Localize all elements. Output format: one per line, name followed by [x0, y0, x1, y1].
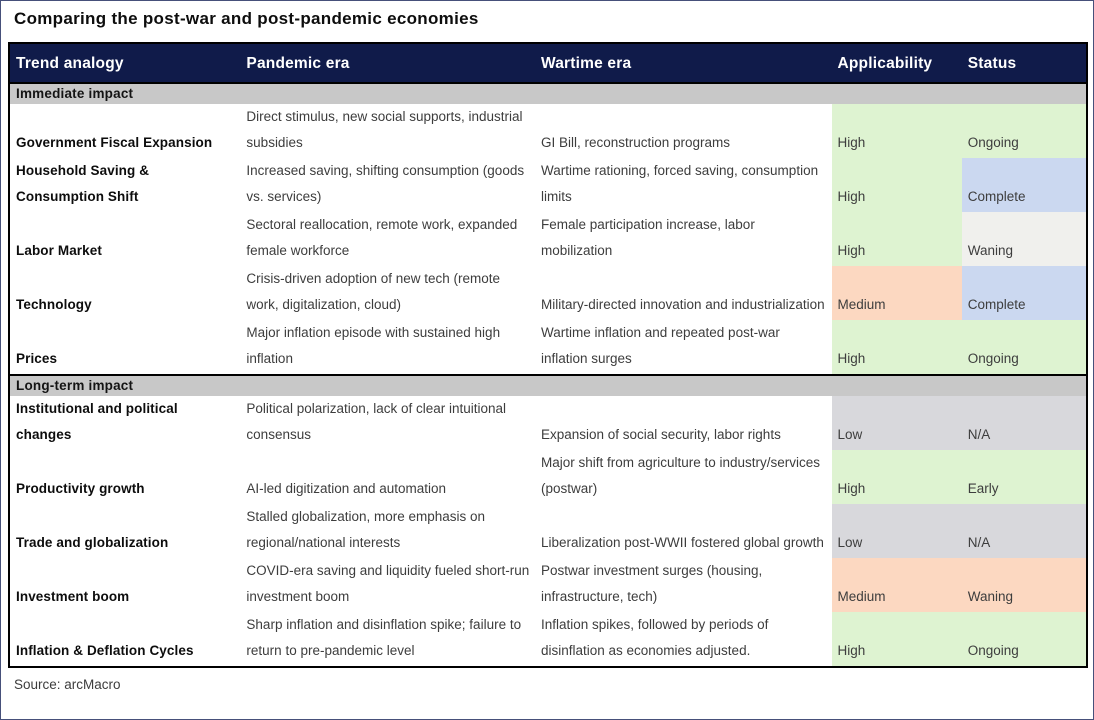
- col-header-pandemic-era: Pandemic era: [240, 43, 535, 83]
- table-row: Institutional and political changes Polit…: [9, 396, 1087, 450]
- pandemic-cell: Sharp inflation and disinflation spike; …: [246, 617, 522, 658]
- col-header-applicability: Applicability: [831, 43, 962, 83]
- trend-cell: Institutional and political changes: [16, 401, 178, 442]
- status-cell: Ongoing: [961, 612, 1087, 667]
- trend-cell: Household Saving & Consumption Shift: [16, 163, 150, 204]
- applicability-cell: High: [831, 158, 962, 212]
- table-row: Productivity growth AI-led digitization a…: [9, 450, 1087, 504]
- trend-cell: Prices: [16, 350, 58, 366]
- wartime-cell: Wartime inflation and repeated post-war …: [540, 325, 780, 366]
- table-row: Inflation & Deflation Cycles Sharp inflat…: [9, 612, 1087, 667]
- status-cell: Ongoing: [961, 320, 1087, 375]
- applicability-cell: Medium: [831, 266, 962, 320]
- wartime-cell: Postwar investment surges (housing, infr…: [540, 563, 763, 604]
- trend-cell: Technology: [16, 296, 92, 312]
- trend-cell: Inflation & Deflation Cycles: [16, 642, 194, 658]
- pandemic-cell: AI-led digitization and automation: [246, 480, 447, 496]
- wartime-cell: Wartime rationing, forced saving, consum…: [540, 163, 819, 204]
- wartime-cell: Expansion of social security, labor righ…: [540, 426, 781, 442]
- wartime-cell: Inflation spikes, followed by periods of…: [540, 617, 769, 658]
- trend-cell: Productivity growth: [16, 480, 145, 496]
- table-row: Household Saving & Consumption Shift Incr…: [9, 158, 1087, 212]
- trend-cell: Trade and globalization: [16, 534, 169, 550]
- pandemic-cell: Major inflation episode with sustained h…: [246, 325, 501, 366]
- section-row: Immediate impact: [9, 82, 1087, 104]
- pandemic-cell: Sectoral reallocation, remote work, expa…: [246, 217, 518, 258]
- table-row: Trade and globalization Stalled globaliza…: [9, 504, 1087, 558]
- applicability-cell: High: [831, 450, 962, 504]
- applicability-cell: High: [831, 612, 962, 667]
- status-cell: Complete: [961, 266, 1087, 320]
- wartime-cell: GI Bill, reconstruction programs: [540, 134, 731, 150]
- wartime-cell: Female participation increase, labor mob…: [540, 217, 755, 258]
- pandemic-cell: Stalled globalization, more emphasis on …: [246, 509, 486, 550]
- trend-cell: Government Fiscal Expansion: [16, 134, 213, 150]
- section-row: Long-term impact: [9, 374, 1087, 396]
- status-cell: Ongoing: [961, 104, 1087, 158]
- col-header-status: Status: [961, 43, 1087, 83]
- trend-cell: Labor Market: [16, 242, 102, 258]
- pandemic-cell: COVID-era saving and liquidity fueled sh…: [246, 563, 530, 604]
- applicability-cell: High: [831, 104, 962, 158]
- pandemic-cell: Crisis-driven adoption of new tech (remo…: [246, 271, 501, 312]
- pandemic-cell: Direct stimulus, new social supports, in…: [246, 109, 523, 150]
- status-cell: Waning: [961, 558, 1087, 612]
- wartime-cell: Liberalization post-WWII fostered global…: [540, 534, 824, 550]
- wartime-cell: Major shift from agriculture to industry…: [540, 455, 821, 496]
- figure-title: Comparing the post-war and post-pandemic…: [14, 9, 479, 28]
- table-row: Government Fiscal Expansion Direct stimul…: [9, 104, 1087, 158]
- status-cell: Waning: [961, 212, 1087, 266]
- applicability-cell: Medium: [831, 558, 962, 612]
- table-row: Prices Major inflation episode with susta…: [9, 320, 1087, 375]
- status-cell: Complete: [961, 158, 1087, 212]
- col-header-trend-analogy: Trend analogy: [9, 43, 241, 83]
- pandemic-cell: Increased saving, shifting consumption (…: [246, 163, 525, 204]
- status-cell: N/A: [961, 504, 1087, 558]
- applicability-cell: Low: [831, 504, 962, 558]
- trend-cell: Investment boom: [16, 588, 130, 604]
- col-header-wartime-era: Wartime era: [534, 43, 832, 83]
- applicability-cell: High: [831, 212, 962, 266]
- section-label: Long-term impact: [9, 374, 1087, 396]
- section-label: Immediate impact: [9, 82, 1087, 104]
- pandemic-cell: Political polarization, lack of clear in…: [246, 401, 507, 442]
- table-row: Labor Market Sectoral reallocation, remot…: [9, 212, 1087, 266]
- applicability-cell: High: [831, 320, 962, 375]
- comparison-table: Trend analogy Pandemic era Wartime era A…: [8, 42, 1088, 668]
- wartime-cell: Military-directed innovation and industr…: [540, 296, 825, 312]
- status-cell: Early: [961, 450, 1087, 504]
- applicability-cell: Low: [831, 396, 962, 450]
- table-row: Investment boom COVID-era saving and liqu…: [9, 558, 1087, 612]
- status-cell: N/A: [961, 396, 1087, 450]
- table-row: Technology Crisis-driven adoption of new …: [9, 266, 1087, 320]
- header-row: Trend analogy Pandemic era Wartime era A…: [9, 43, 1087, 83]
- source-note: Source: arcMacro: [14, 677, 121, 692]
